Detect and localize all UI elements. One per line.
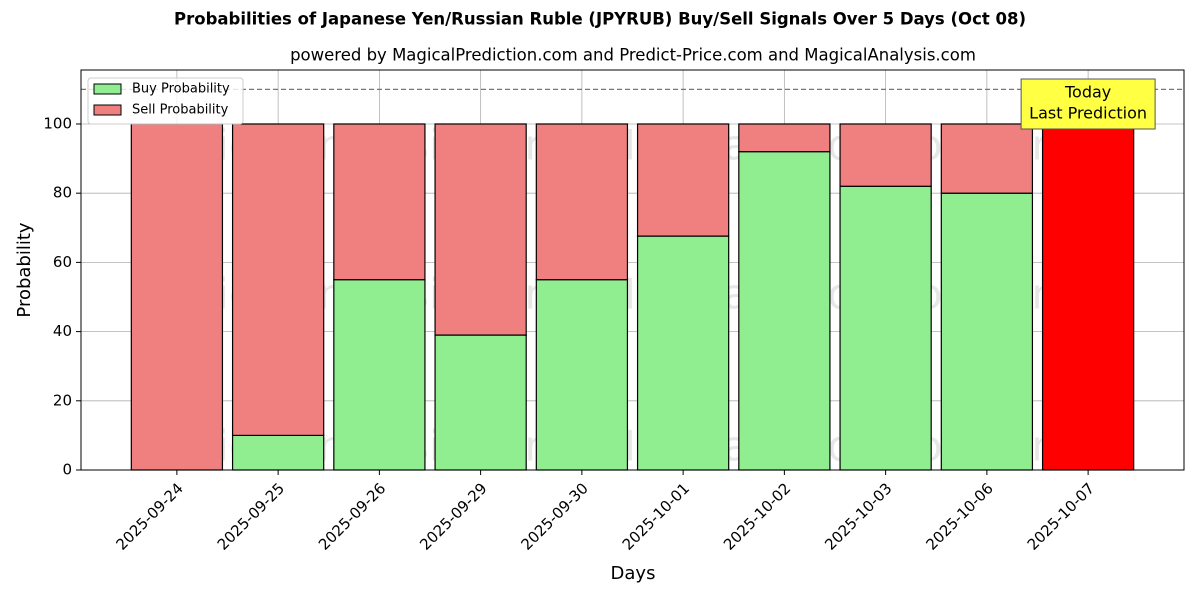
legend-label: Buy Probability [132,82,230,97]
y-tick-label: 60 [53,253,72,271]
y-axis-label: Probability [14,222,35,317]
bar-segment [434,123,527,336]
bar-segment [738,151,831,471]
bar-segment [231,434,325,471]
bar-segment [535,279,629,471]
y-tick-label: 100 [43,114,72,132]
bar-segment [839,123,932,187]
annotation-text: Last Prediction [1029,104,1147,123]
legend-swatch [93,104,122,116]
x-axis-label: Days [611,563,656,584]
x-tick-label: 2025-09-24 [113,479,187,553]
annotation-text: Today [1064,83,1111,102]
bar-segment [738,123,831,153]
x-tick-label: 2025-10-06 [923,479,997,553]
chart-subtitle: powered by MagicalPrediction.com and Pre… [290,46,976,65]
bar-segment [839,185,932,471]
bar-segment [636,235,730,471]
legend-swatch [93,83,122,95]
legend-box [87,77,244,125]
x-tick-label: 2025-10-02 [720,479,794,553]
bar-segment [940,123,1034,194]
y-tick-label: 40 [53,322,72,340]
y-tick-label: 0 [62,461,72,479]
y-tick-label: 80 [53,184,72,202]
x-tick-label: 2025-10-01 [619,479,693,553]
y-tick-label: 20 [53,391,72,409]
bar-segment [535,123,629,281]
x-tick-label: 2025-09-30 [518,479,592,553]
bar-segment [434,334,527,471]
legend: Buy Probability Sell Probability [87,77,244,125]
annotation-box [1020,78,1156,130]
bar-segment [333,123,426,281]
chart-title: Probabilities of Japanese Yen/Russian Ru… [174,10,1026,29]
x-tick-label: 2025-10-07 [1024,479,1098,553]
bar-segment [636,123,730,237]
x-tick-label: 2025-09-25 [214,479,288,553]
bar-segment [231,123,325,436]
plot-frame [80,69,1185,471]
x-tick-label: 2025-09-29 [416,479,490,553]
bar-segment [130,123,224,471]
x-tick-label: 2025-10-03 [821,479,895,553]
bar-segment [1041,123,1135,471]
bar-segment [333,279,426,471]
bar-segment [940,192,1034,471]
legend-label: Sell Probability [132,103,229,118]
x-tick-label: 2025-09-26 [315,479,389,553]
